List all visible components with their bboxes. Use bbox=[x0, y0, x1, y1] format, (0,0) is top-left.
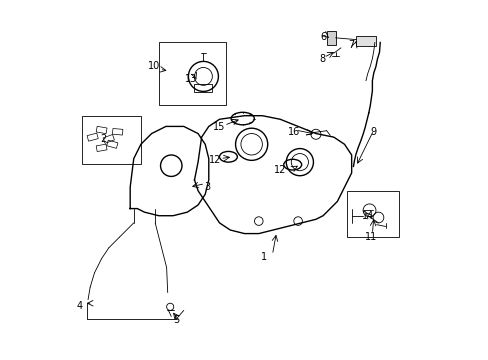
Text: 5: 5 bbox=[172, 315, 179, 325]
Bar bbox=[112, 129, 122, 135]
Bar bbox=[96, 144, 107, 152]
Bar bbox=[103, 135, 114, 143]
Text: 15: 15 bbox=[213, 122, 225, 132]
Text: 14: 14 bbox=[361, 211, 373, 221]
Text: 6: 6 bbox=[319, 32, 325, 42]
Text: 11: 11 bbox=[365, 232, 377, 242]
Text: 1: 1 bbox=[261, 252, 266, 262]
Text: 12: 12 bbox=[208, 156, 221, 165]
Text: 16: 16 bbox=[287, 127, 299, 137]
Text: 10: 10 bbox=[148, 61, 160, 71]
Text: 12: 12 bbox=[273, 165, 286, 175]
Text: 7: 7 bbox=[348, 40, 354, 50]
Bar bbox=[326, 31, 335, 45]
Text: 13: 13 bbox=[184, 74, 197, 84]
Text: 2: 2 bbox=[100, 134, 106, 144]
Bar bbox=[96, 126, 107, 134]
Text: 8: 8 bbox=[319, 54, 325, 64]
Bar bbox=[356, 36, 375, 46]
Text: 3: 3 bbox=[203, 182, 210, 192]
Text: 9: 9 bbox=[370, 127, 376, 137]
Bar bbox=[346, 191, 398, 237]
Bar bbox=[82, 116, 141, 164]
Bar bbox=[159, 42, 225, 105]
Text: 4: 4 bbox=[76, 301, 82, 311]
Bar bbox=[194, 84, 212, 93]
Bar bbox=[106, 140, 118, 148]
Bar bbox=[87, 133, 98, 141]
